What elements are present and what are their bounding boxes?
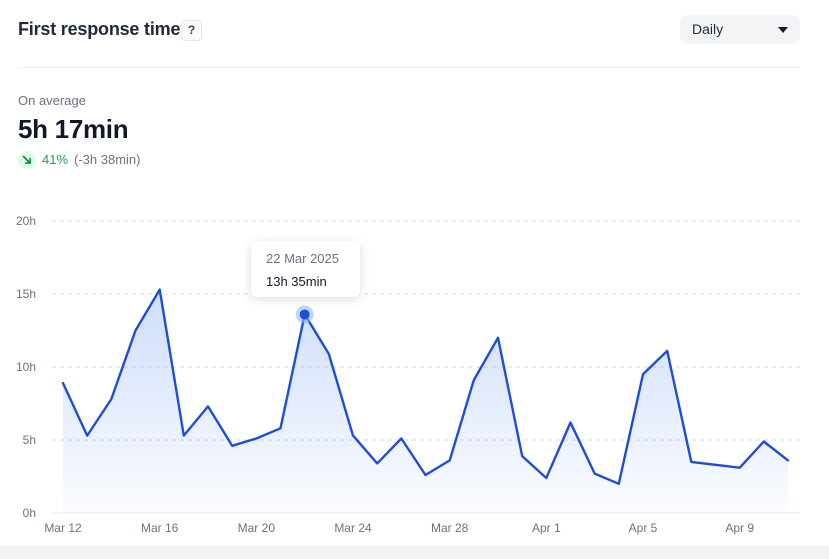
x-tick-label: Apr 5 [629,521,658,535]
help-icon[interactable]: ? [181,20,202,41]
data-point[interactable] [516,450,528,462]
data-point[interactable] [323,348,335,360]
period-dropdown[interactable]: Daily [680,15,800,44]
data-point[interactable] [130,325,142,337]
series-area [63,289,788,513]
period-dropdown-value: Daily [692,21,724,37]
data-point[interactable] [250,433,262,445]
data-point[interactable] [589,468,601,480]
data-point[interactable] [782,454,794,466]
data-point[interactable] [613,478,625,490]
series-line [61,288,790,485]
x-tick-label: Apr 1 [532,521,561,535]
data-point[interactable] [347,430,359,442]
y-tick-label: 5h [23,433,36,447]
data-point[interactable] [371,457,383,469]
chart-tooltip: 22 Mar 2025 13h 35min [251,241,360,297]
change-absolute: (-3h 38min) [74,152,141,167]
data-point[interactable] [565,416,577,428]
data-point[interactable] [57,377,69,389]
data-point[interactable] [540,472,552,484]
data-point[interactable] [661,345,673,357]
data-point[interactable] [81,430,93,442]
y-tick-label: 20h [16,214,36,228]
trend-down-arrow-icon [18,151,36,169]
x-tick-label: Mar 20 [238,521,276,535]
data-point[interactable] [202,400,214,412]
data-point[interactable] [395,433,407,445]
data-point[interactable] [685,456,697,468]
data-point[interactable] [178,430,190,442]
x-tick-label: Apr 9 [725,521,754,535]
x-tick-label: Mar 16 [141,521,179,535]
data-point[interactable] [444,454,456,466]
data-point[interactable] [226,440,238,452]
average-label: On average [18,93,86,108]
x-tick-label: Mar 28 [431,521,469,535]
caret-down-icon [778,27,788,33]
data-point[interactable] [154,284,166,296]
data-point[interactable] [420,469,432,481]
tooltip-date: 22 Mar 2025 [266,251,339,266]
bottom-scroll-area [0,546,829,559]
y-tick-label: 10h [16,360,36,374]
header-divider [18,67,800,68]
x-tick-label: Mar 12 [44,521,82,535]
y-tick-label: 15h [16,287,36,301]
change-percent: 41% [42,152,69,167]
data-point[interactable] [468,374,480,386]
x-tick-label: Mar 24 [334,521,372,535]
data-point[interactable] [105,393,117,405]
data-point[interactable] [275,422,287,434]
data-point[interactable] [637,368,649,380]
data-point[interactable] [492,332,504,344]
highlight-point[interactable] [299,309,310,320]
average-value: 5h 17min [18,114,129,144]
tooltip-value: 13h 35min [266,274,327,289]
data-point[interactable] [758,435,770,447]
chart-title: First response time [18,19,181,39]
data-point[interactable] [734,462,746,474]
y-tick-label: 0h [23,506,36,520]
data-point[interactable] [710,459,722,471]
